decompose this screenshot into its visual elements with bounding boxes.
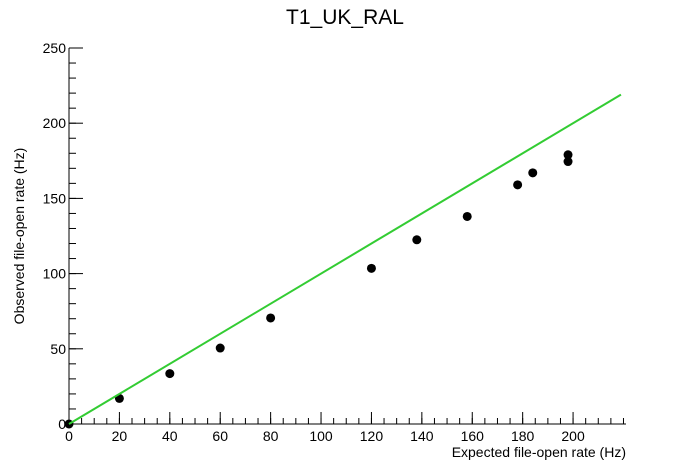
x-tick-label: 120	[360, 428, 384, 444]
point	[528, 168, 538, 178]
point	[563, 157, 573, 167]
point	[165, 369, 175, 379]
point	[366, 263, 376, 273]
point	[215, 343, 225, 353]
y-tick-label: 50	[50, 341, 66, 357]
point	[563, 150, 573, 160]
y-axis-label: Observed file-open rate (Hz)	[11, 148, 27, 325]
x-tick-label: 20	[112, 428, 128, 444]
x-tick-label: 80	[263, 428, 279, 444]
x-tick-label: 60	[212, 428, 228, 444]
y-tick-label: 150	[43, 190, 67, 206]
x-axis-label: Expected file-open rate (Hz)	[452, 444, 626, 460]
chart-title: T1_UK_RAL	[286, 6, 404, 29]
fit-line	[68, 93, 622, 425]
x-tick-label: 180	[511, 428, 535, 444]
x-tick-label: 40	[162, 428, 178, 444]
point	[513, 180, 523, 190]
x-tick-label: 160	[461, 428, 485, 444]
x-tick-label: 140	[410, 428, 434, 444]
y-tick-label: 200	[43, 115, 67, 131]
x-tick-label: 200	[561, 428, 585, 444]
y-tick-label: 100	[43, 266, 67, 282]
x-tick-label: 100	[309, 428, 333, 444]
x-tick-label: 0	[65, 428, 73, 444]
y-tick-label: 0	[58, 416, 66, 432]
point	[462, 211, 472, 221]
point	[412, 235, 422, 245]
y-tick-label: 250	[43, 40, 67, 56]
point	[266, 313, 276, 323]
